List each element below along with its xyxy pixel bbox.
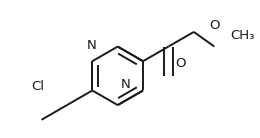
Text: CH₃: CH₃: [231, 29, 255, 42]
Text: Cl: Cl: [31, 80, 44, 93]
Text: O: O: [175, 57, 185, 70]
Text: N: N: [120, 78, 130, 91]
Text: N: N: [87, 39, 97, 52]
Text: O: O: [209, 19, 220, 32]
